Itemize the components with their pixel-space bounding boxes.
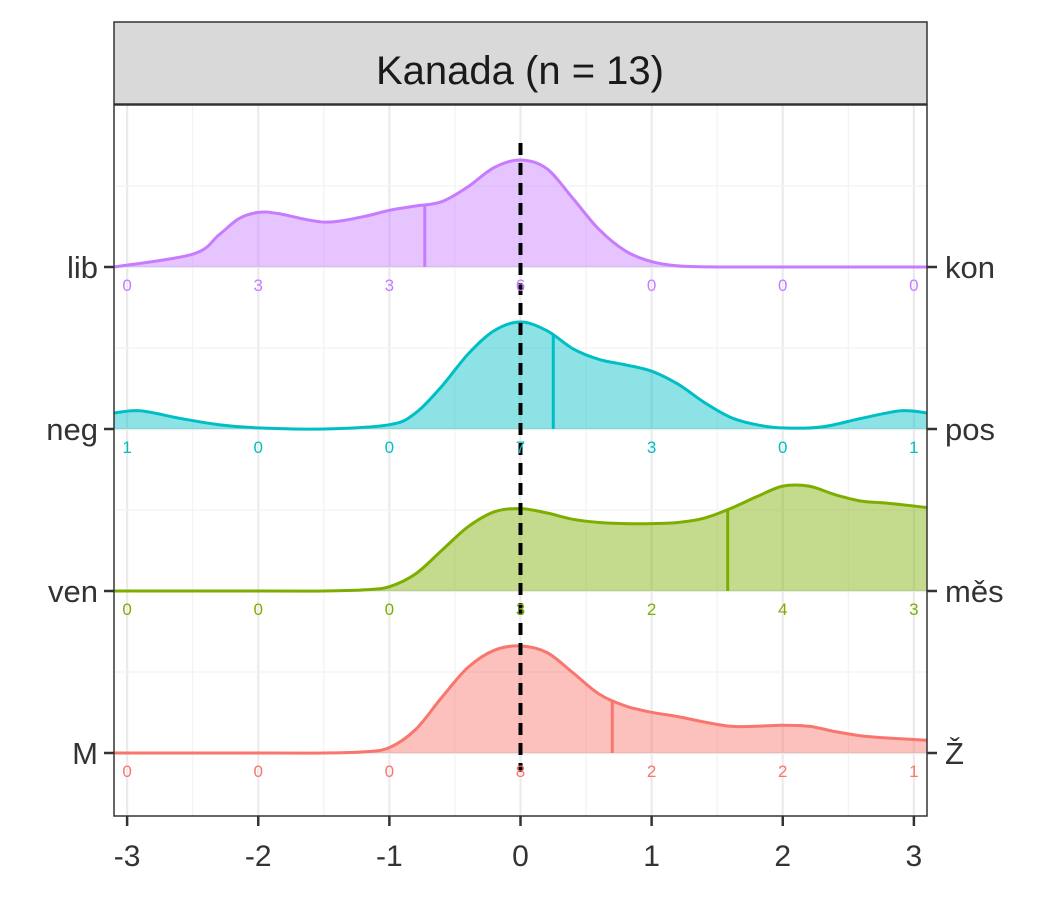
count-label: 1	[909, 438, 918, 457]
count-label: 8	[516, 762, 525, 781]
density-line	[114, 483, 928, 593]
count-label: 3	[516, 600, 525, 619]
x-tick-label: 2	[774, 840, 791, 873]
x-tick-label: -2	[245, 840, 272, 873]
count-label: 1	[122, 438, 131, 457]
count-label: 0	[909, 276, 918, 295]
axes: lib kon neg pos ven měs M Ž -3 -2 -1 0 1 2 3	[46, 250, 1003, 873]
left-category-label: M	[72, 736, 98, 771]
x-tick-label: 3	[906, 840, 923, 873]
count-label: 2	[647, 600, 656, 619]
density-line	[113, 320, 928, 431]
right-category-label: Ž	[945, 736, 964, 771]
count-label: 0	[254, 438, 263, 457]
count-label: 3	[647, 438, 656, 457]
x-tick-label: 1	[643, 840, 660, 873]
x-tick-label: -3	[114, 840, 141, 873]
count-label: 0	[122, 762, 131, 781]
ridge-M	[114, 644, 928, 755]
count-label: 0	[385, 600, 394, 619]
density-line	[114, 644, 928, 755]
count-label: 2	[647, 762, 656, 781]
right-category-label: pos	[945, 412, 995, 447]
density-fill	[114, 322, 927, 430]
count-label: 0	[122, 276, 131, 295]
x-tick-label: -1	[376, 840, 403, 873]
count-label: 0	[385, 762, 394, 781]
count-label: 2	[778, 762, 787, 781]
ridge-neg	[113, 320, 928, 431]
right-category-label: měs	[945, 574, 1004, 609]
left-category-label: lib	[67, 250, 98, 285]
count-label: 0	[647, 276, 656, 295]
count-label: 6	[516, 276, 525, 295]
left-category-label: neg	[46, 412, 98, 447]
count-label: 0	[385, 438, 394, 457]
count-labels: 0 3 3 6 0 0 0 1 0 0 7 3 0 1 0 0 0 3 2 4 3 0 0 0 8 2 2 1	[122, 276, 918, 781]
count-label: 1	[909, 762, 918, 781]
density-line	[113, 158, 927, 269]
facet-title: Kanada (n = 13)	[376, 49, 664, 93]
x-tick-label: 0	[512, 840, 529, 873]
count-label: 0	[254, 600, 263, 619]
count-label: 3	[254, 276, 263, 295]
count-label: 0	[122, 600, 131, 619]
right-category-label: kon	[945, 250, 995, 285]
count-label: 7	[516, 438, 525, 457]
count-label: 3	[385, 276, 394, 295]
count-label: 4	[778, 600, 787, 619]
count-label: 0	[778, 276, 787, 295]
left-category-label: ven	[48, 574, 98, 609]
count-label: 0	[254, 762, 263, 781]
count-label: 3	[909, 600, 918, 619]
facet-strip	[113, 21, 928, 105]
count-label: 0	[778, 438, 787, 457]
ridge-ven	[114, 483, 928, 593]
